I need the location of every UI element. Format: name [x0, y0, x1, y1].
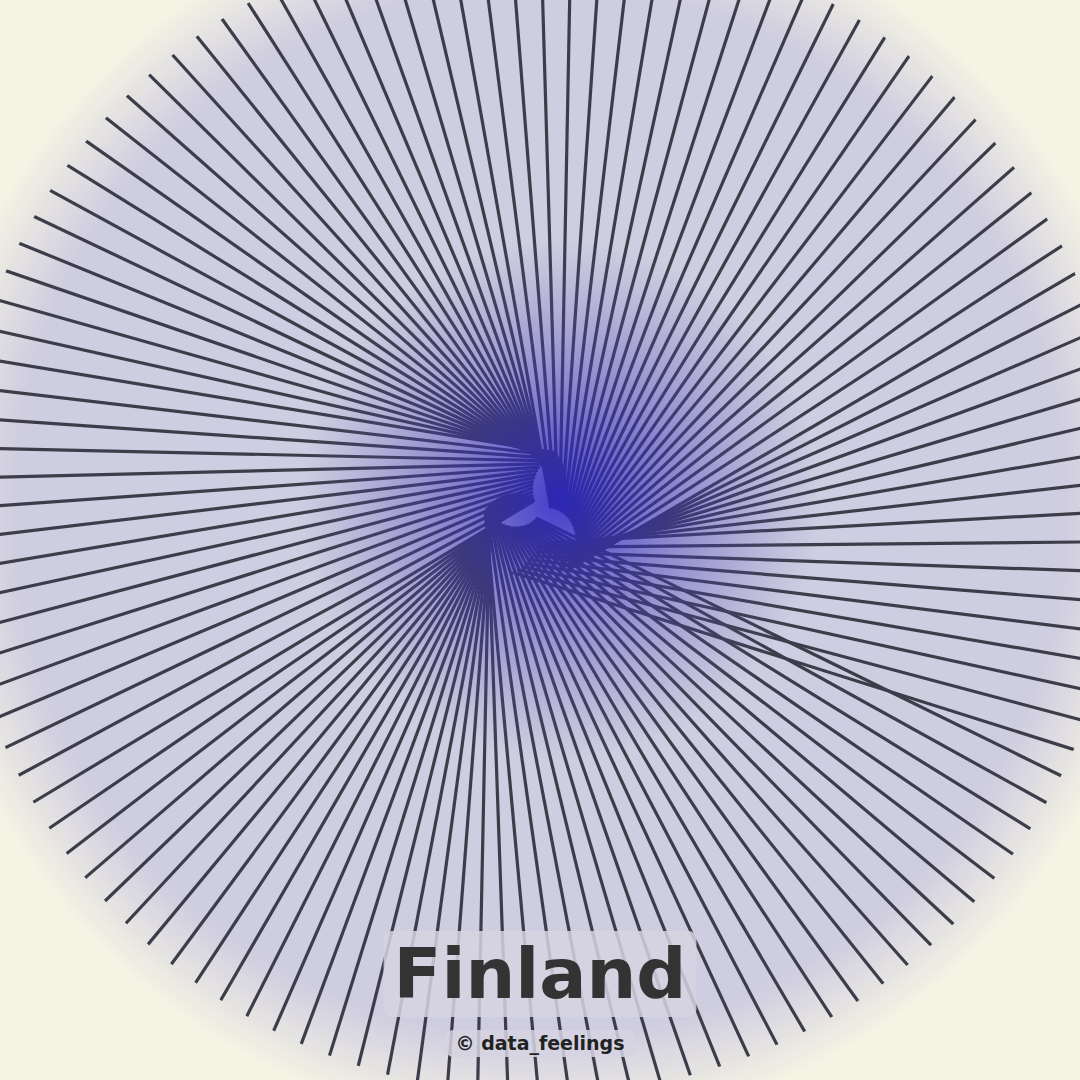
- ray: [538, 541, 1080, 547]
- ray: [562, 295, 1080, 568]
- ray: [325, 0, 559, 503]
- ray: [522, 566, 1080, 695]
- text-patch: [446, 1030, 635, 1057]
- ray: [355, 0, 557, 505]
- ray: [527, 525, 986, 912]
- ray: [509, 0, 556, 509]
- ray: [574, 157, 1026, 556]
- ray: [213, 7, 564, 495]
- ray: [94, 109, 566, 481]
- ray: [524, 526, 964, 935]
- ray: [268, 0, 562, 499]
- ray: [0, 477, 535, 603]
- chart: Finland © data_feelings: [0, 0, 1080, 1080]
- text-patches: [384, 931, 697, 1057]
- ray: [0, 295, 560, 459]
- ray: [540, 0, 558, 510]
- glow: [300, 240, 820, 760]
- ray: [20, 210, 564, 468]
- ray: [547, 416, 1080, 553]
- ray: [162, 44, 565, 490]
- ray: [415, 0, 553, 507]
- ray: [385, 0, 555, 506]
- ray: [566, 0, 665, 515]
- ray: [517, 527, 893, 996]
- title: Finland: [394, 933, 687, 1015]
- ray: [576, 64, 942, 542]
- ray: [5, 498, 534, 782]
- ray: [544, 447, 1080, 549]
- ray: [187, 25, 565, 492]
- texts: Finland © data_feelings: [384, 931, 697, 1057]
- lines: [0, 0, 1080, 1080]
- ray: [0, 467, 540, 510]
- ray: [522, 526, 941, 956]
- text-patch: [384, 931, 697, 1017]
- ray: [55, 498, 531, 863]
- ray: [477, 0, 553, 509]
- ray: [0, 492, 533, 726]
- ray: [569, 238, 1075, 567]
- ray: [0, 464, 542, 479]
- ray: [571, 210, 1060, 563]
- ray: [562, 0, 603, 512]
- credit: © data_feelings: [456, 1032, 625, 1055]
- ray: [74, 496, 529, 887]
- ray: [554, 355, 1080, 561]
- ray: [0, 470, 538, 541]
- ray: [0, 447, 545, 460]
- ray: [575, 132, 1007, 552]
- ray: [542, 479, 1080, 547]
- ray: [576, 86, 964, 546]
- ray: [558, 325, 1080, 565]
- disc: [0, 0, 1080, 1080]
